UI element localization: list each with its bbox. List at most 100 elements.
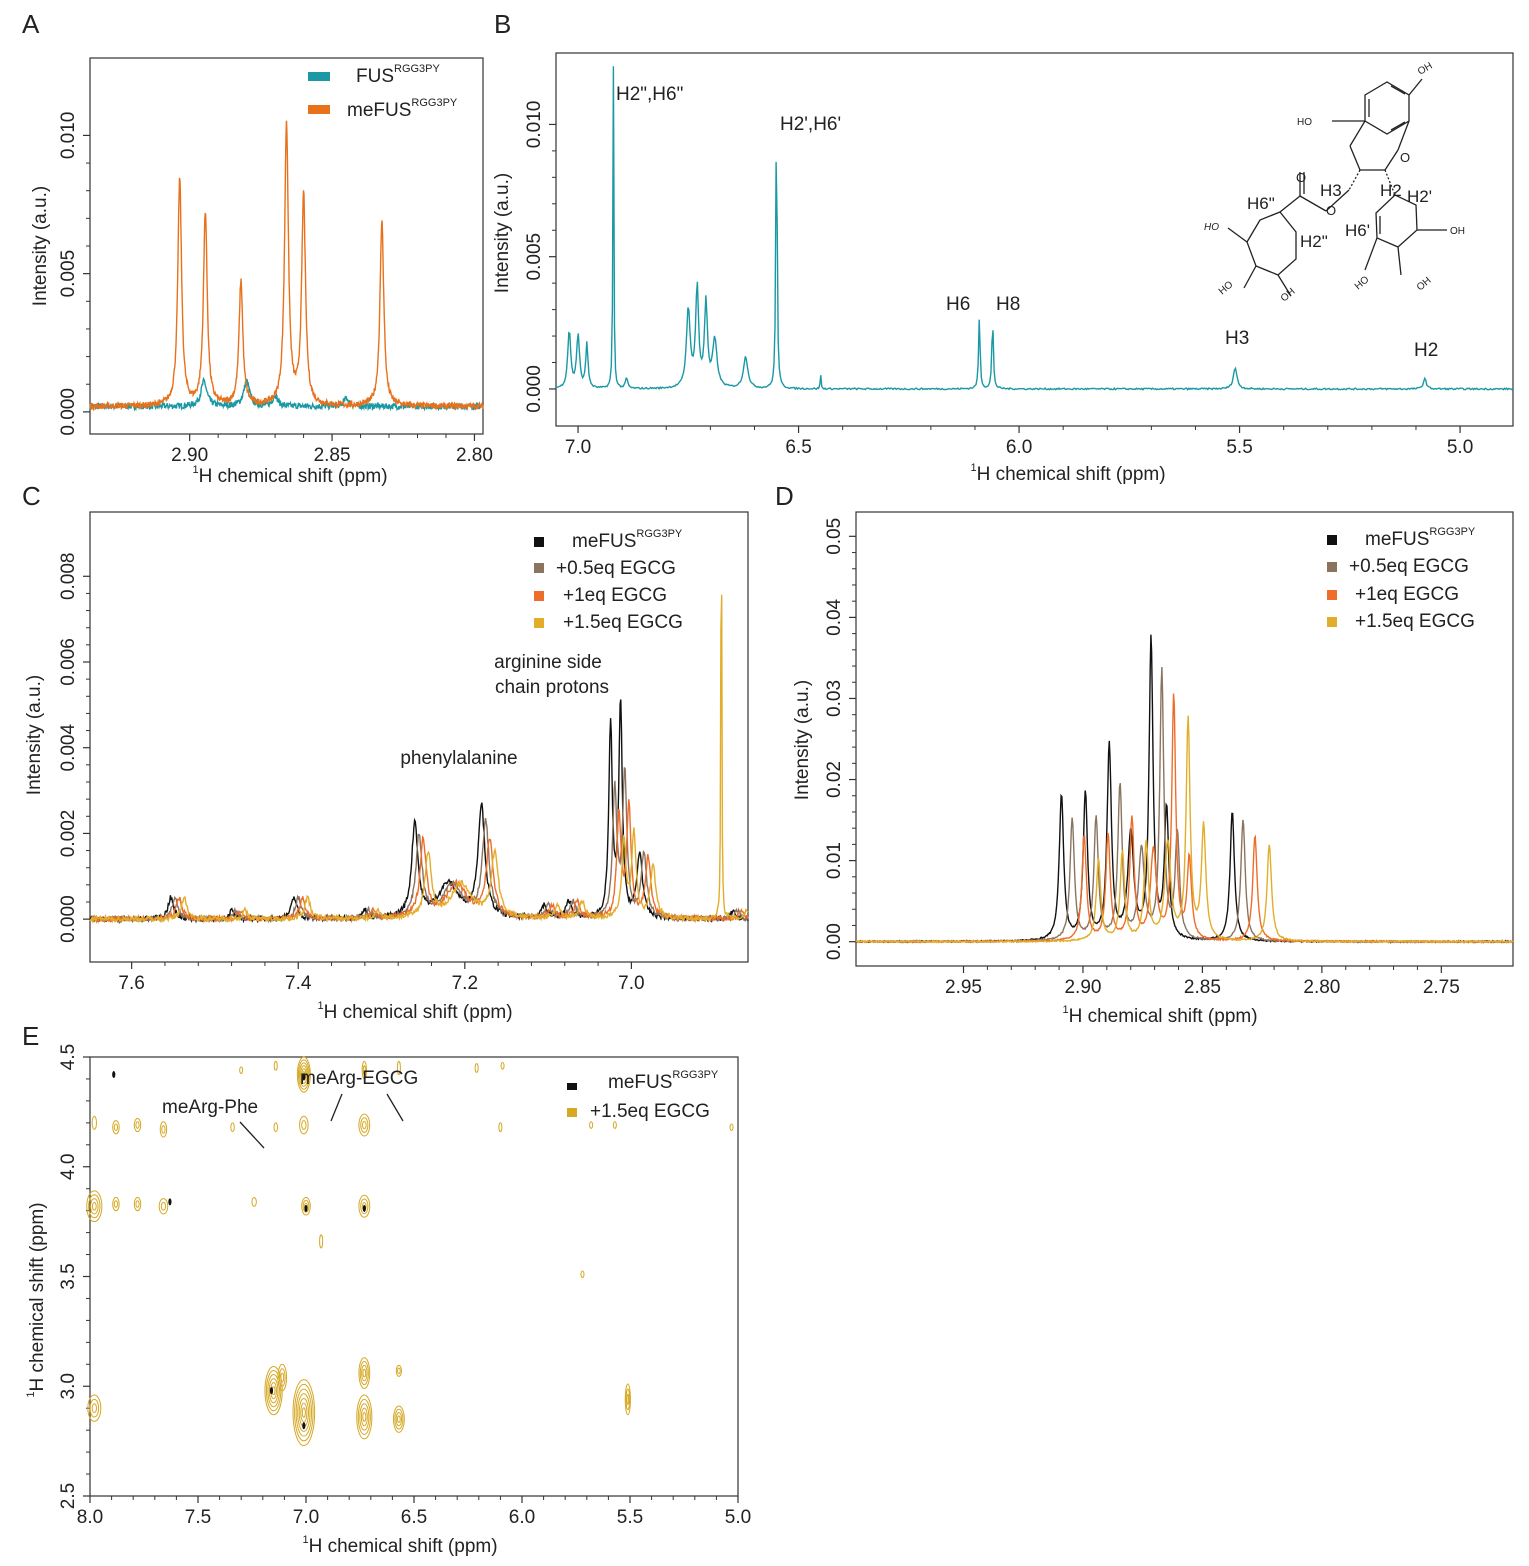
y-tick-label: 0.002	[58, 810, 79, 858]
spectrum-line-fus	[89, 376, 484, 412]
panel-d-legend: meFUSRGG3PY +0.5eq EGCG +1eq EGCG +1.5eq…	[1327, 526, 1476, 632]
contour-ring	[397, 1415, 401, 1423]
panel-b-x-ticks: 7.0 6.5 6.0 5.5 5.0	[565, 426, 1473, 458]
x-tick-label: 7.4	[285, 973, 312, 994]
spectrum-line-mefus	[855, 634, 1514, 944]
contour-ring	[160, 1201, 167, 1211]
cross-peak	[133, 1196, 142, 1212]
y-tick-label: 4.5	[58, 1044, 79, 1070]
cross-peak	[358, 1113, 371, 1137]
contour-ring	[361, 1060, 367, 1080]
y-tick-label: 0.03	[824, 680, 845, 717]
panel-c-x-ticks: 7.6 7.4 7.2 7.0	[118, 962, 645, 994]
panel-e-contours	[86, 1056, 734, 1447]
contour-ring	[362, 1368, 367, 1378]
annotation-arginine-line2: chain protons	[495, 677, 609, 698]
panel-e-x-ticks: 8.0 7.5 7.0 6.5 6.0 5.5 5.0	[77, 1496, 751, 1528]
contour-ring	[729, 1123, 734, 1132]
cross-peak	[86, 1190, 103, 1223]
annotation-mearg-phe: meArg-Phe	[162, 1097, 258, 1118]
spectrum-line--1eq-egcg	[855, 693, 1514, 944]
cross-peak	[358, 1194, 371, 1218]
x-tick-label: 5.5	[1226, 437, 1252, 458]
cross-peak	[87, 1394, 102, 1422]
panel-a-traces	[89, 120, 484, 412]
cross-peak	[159, 1121, 168, 1138]
cross-peak-black	[112, 1071, 116, 1079]
panel-e-frame	[89, 1056, 739, 1497]
contour-ring	[301, 1068, 307, 1081]
contour-ring	[300, 1402, 308, 1423]
contour-ring	[395, 1412, 403, 1427]
cross-peak	[580, 1270, 585, 1279]
annotation-arginine-line1: arginine side	[494, 652, 602, 673]
x-tick-label: 7.0	[293, 1507, 319, 1528]
y-tick-label: 0.008	[58, 553, 79, 601]
y-tick-label: 0.000	[524, 365, 545, 413]
contour-ring	[358, 1113, 371, 1137]
y-tick-label: 0.04	[824, 598, 845, 635]
contour-ring	[394, 1408, 404, 1430]
contour-ring	[580, 1270, 585, 1279]
cross-peak	[500, 1061, 505, 1070]
legend-label: +1.5eq EGCG	[1355, 611, 1475, 632]
panel-a-xlabel: 1H chemical shift (ppm)	[192, 464, 387, 487]
contour-ring	[360, 1407, 368, 1427]
contour-ring	[91, 1201, 97, 1211]
peak-label-h3: H3	[1225, 328, 1249, 349]
cross-peak	[292, 1379, 316, 1447]
y-tick-label: 0.000	[58, 895, 79, 943]
y-tick-label: 3.0	[58, 1373, 79, 1399]
legend-swatch	[534, 618, 544, 628]
contour-ring	[362, 1065, 366, 1076]
legend-label: +0.5eq EGCG	[1349, 556, 1469, 577]
x-tick-label: 2.90	[1064, 977, 1101, 998]
cross-peak	[361, 1060, 367, 1080]
panel-d-y-ticks: 0.00 0.01 0.02 0.03 0.04 0.05	[824, 518, 856, 960]
panel-letter-c: C	[22, 481, 41, 511]
contour-ring	[88, 1194, 101, 1219]
legend-label-mefus: meFUSRGG3PY	[347, 97, 458, 121]
annotation-phenylalanine: phenylalanine	[400, 748, 517, 769]
panel-letter-e: E	[22, 1021, 39, 1051]
legend-swatch	[1327, 617, 1337, 627]
struct-label: H2	[1380, 181, 1402, 200]
spectrum-line--1-5eq-egcg	[89, 594, 749, 924]
panel-d-x-ticks: 2.95 2.90 2.85 2.80 2.75	[945, 966, 1460, 998]
cross-peak-black	[362, 1204, 366, 1212]
legend-label: +0.5eq EGCG	[556, 558, 676, 579]
contour-ring	[392, 1405, 405, 1433]
cross-peak	[498, 1122, 503, 1133]
contour-ring	[135, 1200, 140, 1208]
struct-label: O	[1400, 150, 1410, 165]
contour-ring	[296, 1056, 311, 1093]
contour-ring	[91, 1403, 97, 1414]
cross-peak	[264, 1366, 283, 1416]
cross-peak	[729, 1123, 734, 1132]
leader-mearg-egcg-1	[330, 1093, 343, 1122]
contour-ring	[301, 1196, 311, 1216]
x-tick-label: 6.5	[785, 437, 811, 458]
struct-label: H6"	[1247, 194, 1275, 213]
egcg-structure-labels: OH HO O O O H3 H2 H2' H6" H2" H6' HO OH …	[1204, 61, 1465, 305]
contour-ring	[360, 1198, 369, 1215]
y-tick-label: 0.02	[824, 761, 845, 798]
x-tick-label: 2.90	[171, 445, 208, 466]
cross-peak	[396, 1060, 401, 1076]
contour-ring	[133, 1196, 142, 1212]
x-tick-label: 6.5	[401, 1507, 427, 1528]
contour-ring	[299, 1115, 309, 1135]
panel-e-legend: meFUSRGG3PY +1.5eq EGCG	[567, 1069, 719, 1122]
peak-label-h2p-h6p: H2',H6'	[780, 114, 841, 135]
contour-ring	[396, 1060, 401, 1076]
panel-e-y-ticks: 2.5 3.0 3.5 4.0 4.5	[58, 1044, 90, 1509]
legend-label-fus: FUSRGG3PY	[356, 63, 441, 87]
panel-b-traces	[556, 66, 1514, 391]
contour-ring	[268, 1378, 279, 1404]
contour-ring	[251, 1196, 257, 1207]
y-tick-label: 4.0	[58, 1154, 79, 1180]
panel-a-frame	[89, 57, 484, 435]
panel-d-traces	[855, 634, 1514, 944]
contour-ring	[295, 1388, 313, 1437]
